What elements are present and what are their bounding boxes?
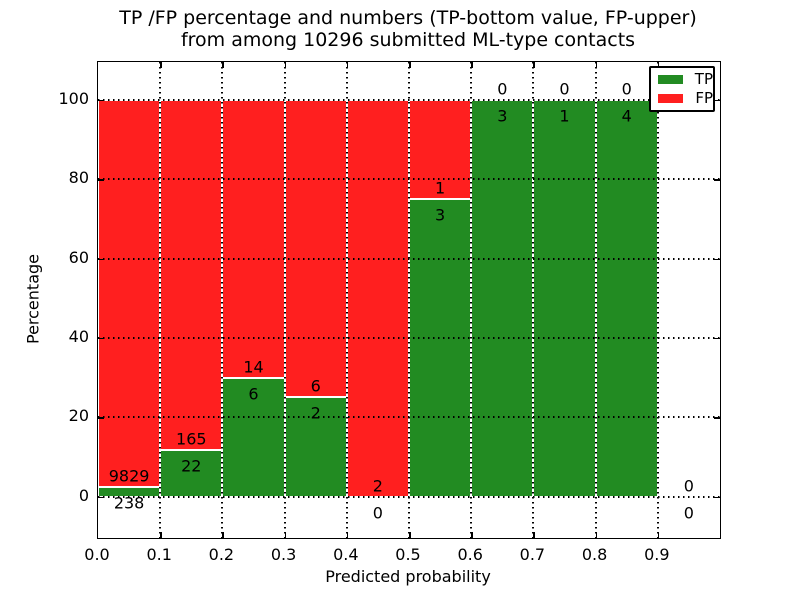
bar-label-tp: 3 [497, 106, 508, 126]
tick-mark [471, 532, 473, 538]
bar-segment-tp [595, 99, 658, 497]
x-tick-label: 0.6 [457, 545, 483, 564]
tick-mark [98, 337, 104, 340]
tick-mark [284, 62, 287, 68]
tick-mark [714, 258, 720, 260]
tick-mark [657, 532, 660, 538]
tick-mark [284, 532, 287, 538]
bar-label-fp: 0 [497, 79, 508, 99]
tick-mark [714, 417, 720, 419]
bar-label-fp: 2 [372, 476, 383, 496]
legend-label-fp: FP [695, 89, 713, 107]
tick-mark [409, 62, 411, 68]
tick-mark [160, 532, 162, 538]
tick-mark [533, 62, 535, 68]
legend-row-tp: TP [658, 72, 713, 87]
x-axis-label: Predicted probability [325, 567, 491, 586]
legend-row-fp: FP [658, 91, 713, 106]
x-tick-label: 0.3 [270, 545, 297, 564]
bar-label-fp: 14 [243, 357, 264, 377]
x-tick-label: 0.5 [395, 545, 421, 564]
legend-label-tp: TP [694, 70, 713, 88]
tick-mark [98, 258, 104, 260]
bar-segment-tp [409, 198, 472, 497]
chart-title: TP /FP percentage and numbers (TP-bottom… [97, 7, 719, 51]
x-tick-label: 0.2 [208, 545, 235, 564]
y-tick-label: 40 [68, 326, 89, 346]
bar-segment-fp [346, 99, 409, 497]
bar-segment-tp [533, 99, 596, 497]
bar-label-fp: 0 [683, 476, 694, 496]
gridline-x [594, 62, 597, 538]
gridline-x [470, 62, 473, 538]
bar-label-fp: 6 [310, 376, 321, 396]
tick-mark [533, 532, 535, 538]
tick-mark [714, 179, 720, 181]
bar-label-tp: 238 [113, 493, 145, 513]
gridline-x [656, 62, 659, 538]
y-tick-label: 100 [58, 88, 89, 108]
gridline-x [345, 62, 348, 538]
gridline-x [408, 62, 410, 538]
tick-mark [714, 99, 720, 102]
bar-segment-fp [160, 99, 223, 450]
x-tick-label: 0.9 [644, 545, 670, 564]
tick-mark [98, 179, 104, 181]
bar-label-fp: 165 [176, 429, 207, 449]
bar-label-fp: 0 [621, 79, 632, 99]
tick-mark [471, 62, 473, 68]
chart-title-line2: from among 10296 submitted ML-type conta… [180, 29, 636, 51]
bar-label-tp: 0 [683, 503, 694, 523]
y-tick-label: 20 [68, 406, 89, 426]
gridline-x [159, 62, 162, 538]
x-tick-label: 0.0 [84, 545, 110, 564]
tick-mark [409, 532, 411, 538]
gridline-x [283, 62, 286, 538]
x-tick-label: 0.7 [519, 545, 546, 564]
x-tick-label: 0.4 [333, 545, 359, 564]
bar-label-tp: 2 [310, 403, 321, 423]
y-tick-label: 60 [68, 247, 89, 267]
bar-segment-tp [471, 99, 534, 497]
bar-label-fp: 0 [559, 79, 570, 99]
y-tick-label: 0 [78, 485, 89, 505]
tick-mark [160, 62, 162, 68]
tick-mark [714, 337, 720, 340]
tick-mark [222, 62, 224, 68]
legend-swatch-fp [658, 94, 684, 103]
legend: TP FP [649, 66, 715, 112]
x-tick-label: 0.8 [581, 545, 608, 564]
tick-mark [98, 496, 104, 499]
bar-segment-fp [98, 99, 161, 488]
tick-mark [595, 62, 598, 68]
bar-label-fp: 1 [435, 178, 446, 198]
bar-label-tp: 6 [248, 384, 259, 404]
tick-mark [714, 496, 720, 499]
legend-swatch-tp [658, 75, 683, 84]
plot-area: TP FP 9829 238 165 22 14 6 6 2 2 0 1 3 0 3 0 1 0 4 0 0 [97, 61, 721, 539]
bar-segment-fp [222, 99, 285, 378]
tick-mark [346, 532, 349, 538]
bar-label-tp: 4 [621, 106, 632, 126]
bar-label-tp: 0 [372, 503, 383, 523]
bar-label-tp: 3 [435, 205, 446, 225]
gridline-x [221, 62, 224, 538]
tick-mark [346, 62, 349, 68]
bar-label-tp: 22 [181, 456, 202, 476]
tick-mark [657, 62, 660, 68]
y-axis-label: Percentage [23, 253, 43, 345]
bar-segment-fp [284, 99, 347, 398]
tick-mark [595, 532, 598, 538]
bar-label-tp: 1 [559, 106, 570, 126]
gridline-x [532, 62, 535, 538]
tick-mark [98, 99, 104, 102]
bar-label-fp: 9829 [108, 466, 150, 486]
y-tick-label: 80 [68, 168, 89, 188]
x-tick-label: 0.1 [146, 545, 172, 564]
tick-mark [222, 532, 224, 538]
chart-title-line1: TP /FP percentage and numbers (TP-bottom… [119, 7, 697, 29]
tick-mark [98, 417, 104, 419]
